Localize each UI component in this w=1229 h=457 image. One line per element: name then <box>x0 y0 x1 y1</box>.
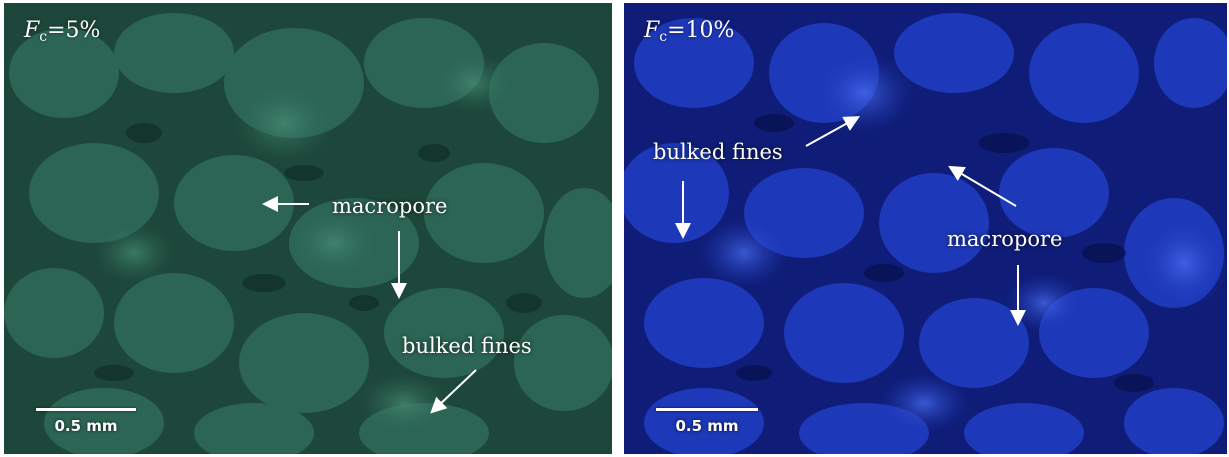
fc-variable: F <box>24 18 40 43</box>
scale-bar-line <box>656 408 758 411</box>
macropore-label: macropore <box>332 194 448 218</box>
fc-variable: F <box>644 18 660 43</box>
scale-bar: 0.5 mm <box>36 408 136 435</box>
macropore-label: macropore <box>947 227 1063 251</box>
fines-content-label: Fc=10% <box>644 18 734 45</box>
bulked-fines-label: bulked fines <box>402 334 532 358</box>
bulked-fines-label: bulked fines <box>653 140 783 164</box>
fc-value: =5% <box>47 18 101 43</box>
fines-content-label: Fc=5% <box>24 18 100 45</box>
scale-bar: 0.5 mm <box>656 408 758 435</box>
micrograph-panel-5pct: Fc=5% macropore bulked fines 0.5 mm <box>4 3 612 454</box>
fc-subscript: c <box>39 29 48 45</box>
scale-bar-label: 0.5 mm <box>54 417 118 435</box>
micrograph-background <box>4 3 612 454</box>
fc-subscript: c <box>659 29 668 45</box>
scale-bar-line <box>36 408 136 411</box>
scale-bar-label: 0.5 mm <box>675 417 739 435</box>
micrograph-background <box>624 3 1227 454</box>
fc-value: =10% <box>667 18 735 43</box>
micrograph-panel-10pct: Fc=10% bulked fines macropore 0.5 mm <box>624 3 1227 454</box>
